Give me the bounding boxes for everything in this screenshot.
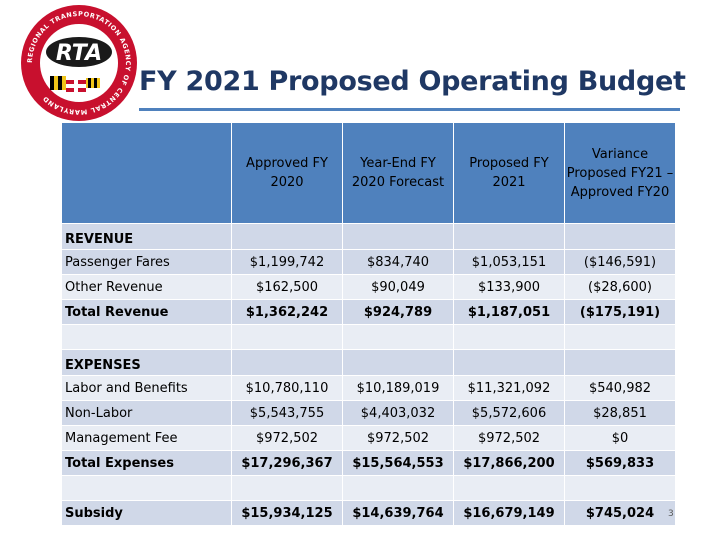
header-cell: Approved FY 2020 [231, 122, 343, 224]
cell-forecast-fy2020: $14,639,764 [342, 500, 454, 526]
table-row: Management Fee $972,502 $972,502 $972,50… [61, 425, 676, 451]
table-header-row: Approved FY 2020 Year-End FY 2020 Foreca… [61, 122, 676, 224]
cell-proposed-fy2021: $133,900 [453, 274, 565, 300]
logo-text: RTA [56, 41, 102, 66]
cell-forecast-fy2020: $924,789 [342, 299, 454, 325]
table-row [61, 324, 676, 350]
cell-forecast-fy2020: $4,403,032 [342, 400, 454, 426]
header-cell [61, 122, 232, 224]
table-row: Labor and Benefits $10,780,110 $10,189,0… [61, 375, 676, 401]
page-title: FY 2021 Proposed Operating Budget [139, 66, 686, 97]
table-row: Passenger Fares $1,199,742 $834,740 $1,0… [61, 249, 676, 275]
table-row: Other Revenue $162,500 $90,049 $133,900 … [61, 274, 676, 300]
title-divider [139, 108, 680, 111]
budget-table: Approved FY 2020 Year-End FY 2020 Foreca… [61, 122, 676, 526]
row-label [61, 475, 232, 501]
cell-variance [564, 349, 676, 376]
cell-variance: $569,833 [564, 450, 676, 476]
cell-approved-fy2020 [231, 223, 343, 250]
cell-variance: ($28,600) [564, 274, 676, 300]
page-number: 3 [668, 509, 674, 519]
cell-proposed-fy2021 [453, 475, 565, 501]
cell-proposed-fy2021: $16,679,149 [453, 500, 565, 526]
cell-proposed-fy2021: $972,502 [453, 425, 565, 451]
cell-approved-fy2020: $5,543,755 [231, 400, 343, 426]
row-label: Labor and Benefits [61, 375, 232, 401]
cell-variance: $540,982 [564, 375, 676, 401]
cell-approved-fy2020: $1,362,242 [231, 299, 343, 325]
cell-forecast-fy2020 [342, 349, 454, 376]
row-label [61, 324, 232, 350]
rta-logo: RTA REGIONAL TRANSPORTATION AGENCY OF CE… [18, 2, 140, 124]
cell-forecast-fy2020: $90,049 [342, 274, 454, 300]
cell-forecast-fy2020: $15,564,553 [342, 450, 454, 476]
table-row: EXPENSES [61, 349, 676, 376]
cell-variance [564, 324, 676, 350]
row-label: Other Revenue [61, 274, 232, 300]
header-cell: Variance Proposed FY21 – Approved FY20 [564, 122, 676, 224]
cell-approved-fy2020 [231, 349, 343, 376]
row-label: Non-Labor [61, 400, 232, 426]
cell-variance: $0 [564, 425, 676, 451]
cell-proposed-fy2021: $1,187,051 [453, 299, 565, 325]
cell-variance: ($146,591) [564, 249, 676, 275]
cell-forecast-fy2020 [342, 475, 454, 501]
cell-proposed-fy2021: $11,321,092 [453, 375, 565, 401]
cell-proposed-fy2021: $1,053,151 [453, 249, 565, 275]
cell-variance [564, 475, 676, 501]
row-label: Passenger Fares [61, 249, 232, 275]
cell-approved-fy2020: $15,934,125 [231, 500, 343, 526]
cell-approved-fy2020: $972,502 [231, 425, 343, 451]
cell-variance: $745,024 [564, 500, 676, 526]
table-row: Subsidy $15,934,125 $14,639,764 $16,679,… [61, 500, 676, 526]
cell-variance [564, 223, 676, 250]
cell-approved-fy2020 [231, 324, 343, 350]
cell-approved-fy2020: $17,296,367 [231, 450, 343, 476]
table-row: Total Revenue $1,362,242 $924,789 $1,187… [61, 299, 676, 325]
cell-proposed-fy2021: $17,866,200 [453, 450, 565, 476]
row-label: Total Revenue [61, 299, 232, 325]
cell-forecast-fy2020: $10,189,019 [342, 375, 454, 401]
table-row: REVENUE [61, 223, 676, 250]
cell-forecast-fy2020: $834,740 [342, 249, 454, 275]
cell-approved-fy2020 [231, 475, 343, 501]
table-row [61, 475, 676, 501]
row-label: Management Fee [61, 425, 232, 451]
row-label: Total Expenses [61, 450, 232, 476]
cell-proposed-fy2021: $5,572,606 [453, 400, 565, 426]
row-label: EXPENSES [61, 349, 232, 376]
cell-proposed-fy2021 [453, 349, 565, 376]
row-label: Subsidy [61, 500, 232, 526]
table-row: Total Expenses $17,296,367 $15,564,553 $… [61, 450, 676, 476]
header-cell: Year-End FY 2020 Forecast [342, 122, 454, 224]
cell-approved-fy2020: $1,199,742 [231, 249, 343, 275]
cell-proposed-fy2021 [453, 223, 565, 250]
row-label: REVENUE [61, 223, 232, 250]
cell-forecast-fy2020: $972,502 [342, 425, 454, 451]
cell-approved-fy2020: $10,780,110 [231, 375, 343, 401]
table-row: Non-Labor $5,543,755 $4,403,032 $5,572,6… [61, 400, 676, 426]
cell-forecast-fy2020 [342, 223, 454, 250]
header-cell: Proposed FY 2021 [453, 122, 565, 224]
cell-proposed-fy2021 [453, 324, 565, 350]
cell-variance: ($175,191) [564, 299, 676, 325]
cell-variance: $28,851 [564, 400, 676, 426]
cell-approved-fy2020: $162,500 [231, 274, 343, 300]
cell-forecast-fy2020 [342, 324, 454, 350]
